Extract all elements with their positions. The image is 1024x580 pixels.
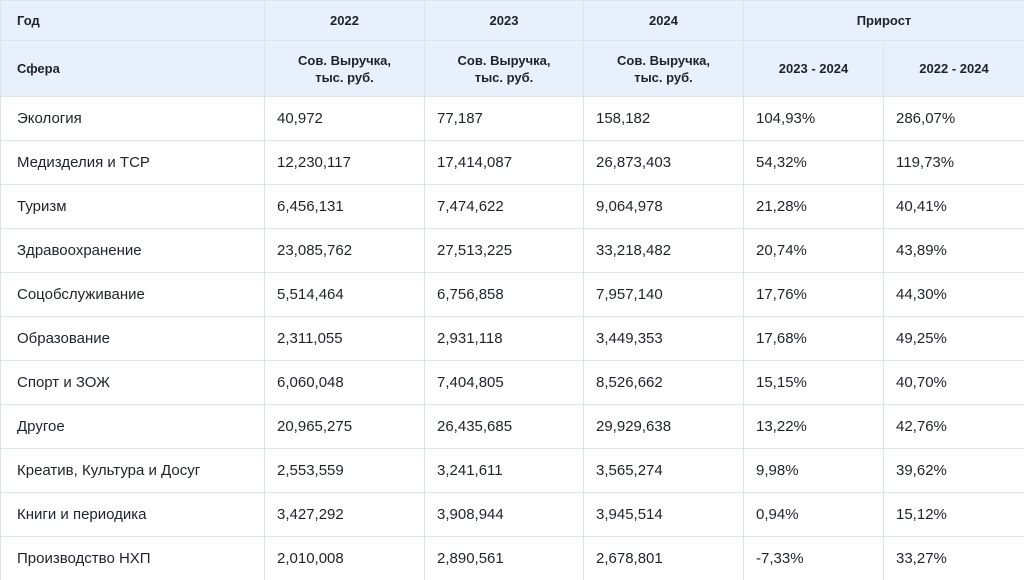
- revenue-2022-cell: 12,230,117: [264, 140, 425, 185]
- growth-2022-2024-cell: 119,73%: [883, 140, 1024, 185]
- revenue-2022-cell: 6,060,048: [264, 360, 425, 405]
- growth-2022-2024-header: 2022 - 2024: [883, 40, 1024, 97]
- revenue-2024-cell: 3,449,353: [583, 316, 744, 361]
- table-row: Экология 40,972 77,187 158,182 104,93% 2…: [0, 96, 1024, 141]
- growth-2023-2024-cell: 0,94%: [743, 492, 884, 537]
- growth-2022-2024-cell: 40,41%: [883, 184, 1024, 229]
- sector-cell: Соцобслуживание: [0, 272, 265, 317]
- sector-cell: Экология: [0, 96, 265, 141]
- growth-2023-2024-cell: 104,93%: [743, 96, 884, 141]
- growth-2022-2024-cell: 286,07%: [883, 96, 1024, 141]
- revenue-header-line2: тыс. руб.: [634, 69, 693, 85]
- revenue-2024-cell: 7,957,140: [583, 272, 744, 317]
- revenue-2023-cell: 2,931,118: [424, 316, 584, 361]
- growth-2022-2024-cell: 39,62%: [883, 448, 1024, 493]
- revenue-header-line1: Сов. Выручка,: [457, 52, 551, 68]
- year-header: Год: [0, 0, 265, 41]
- table-row: Медизделия и ТСР 12,230,117 17,414,087 2…: [0, 140, 1024, 185]
- table-body: Экология 40,972 77,187 158,182 104,93% 2…: [0, 96, 1024, 580]
- sector-cell: Производство НХП: [0, 536, 265, 580]
- year-2024-header: 2024: [583, 0, 744, 41]
- revenue-2023-cell: 7,404,805: [424, 360, 584, 405]
- revenue-2022-cell: 23,085,762: [264, 228, 425, 273]
- revenue-2023-cell: 3,241,611: [424, 448, 584, 493]
- revenue-2023-cell: 6,756,858: [424, 272, 584, 317]
- revenue-2023-cell: 27,513,225: [424, 228, 584, 273]
- growth-2023-2024-cell: 17,76%: [743, 272, 884, 317]
- year-2022-header: 2022: [264, 0, 425, 41]
- revenue-2022-cell: 2,553,559: [264, 448, 425, 493]
- sector-cell: Креатив, Культура и Досуг: [0, 448, 265, 493]
- table-header: Год 2022 2023 2024 Прирост Сфера Сов. Вы…: [0, 0, 1024, 97]
- sector-cell: Здравоохранение: [0, 228, 265, 273]
- revenue-2024-cell: 2,678,801: [583, 536, 744, 580]
- table-row: Здравоохранение 23,085,762 27,513,225 33…: [0, 228, 1024, 273]
- table-row: Производство НХП 2,010,008 2,890,561 2,6…: [0, 536, 1024, 580]
- sector-cell: Образование: [0, 316, 265, 361]
- sector-cell: Медизделия и ТСР: [0, 140, 265, 185]
- growth-2022-2024-cell: 40,70%: [883, 360, 1024, 405]
- sector-header: Сфера: [0, 40, 265, 97]
- growth-2022-2024-cell: 44,30%: [883, 272, 1024, 317]
- sector-cell: Спорт и ЗОЖ: [0, 360, 265, 405]
- revenue-2024-cell: 29,929,638: [583, 404, 744, 449]
- revenue-2024-cell: 9,064,978: [583, 184, 744, 229]
- growth-2023-2024-cell: -7,33%: [743, 536, 884, 580]
- revenue-2024-cell: 158,182: [583, 96, 744, 141]
- growth-2023-2024-cell: 21,28%: [743, 184, 884, 229]
- revenue-header-line2: тыс. руб.: [474, 69, 534, 85]
- revenue-header-2023: Сов. Выручка, тыс. руб.: [424, 40, 584, 97]
- growth-2023-2024-cell: 20,74%: [743, 228, 884, 273]
- table-row: Туризм 6,456,131 7,474,622 9,064,978 21,…: [0, 184, 1024, 229]
- revenue-2022-cell: 2,010,008: [264, 536, 425, 580]
- revenue-2022-cell: 5,514,464: [264, 272, 425, 317]
- growth-2023-2024-header: 2023 - 2024: [743, 40, 884, 97]
- revenue-header-line2: тыс. руб.: [315, 69, 374, 85]
- header-row-years: Год 2022 2023 2024 Прирост: [0, 0, 1024, 41]
- growth-2023-2024-cell: 17,68%: [743, 316, 884, 361]
- revenue-header-2022: Сов. Выручка, тыс. руб.: [264, 40, 425, 97]
- revenue-2023-cell: 26,435,685: [424, 404, 584, 449]
- table-row: Книги и периодика 3,427,292 3,908,944 3,…: [0, 492, 1024, 537]
- growth-2023-2024-cell: 15,15%: [743, 360, 884, 405]
- revenue-2022-cell: 2,311,055: [264, 316, 425, 361]
- revenue-2023-cell: 3,908,944: [424, 492, 584, 537]
- growth-2023-2024-cell: 13,22%: [743, 404, 884, 449]
- growth-2022-2024-cell: 42,76%: [883, 404, 1024, 449]
- sector-cell: Другое: [0, 404, 265, 449]
- revenue-2024-cell: 33,218,482: [583, 228, 744, 273]
- sector-cell: Книги и периодика: [0, 492, 265, 537]
- year-2023-header: 2023: [424, 0, 584, 41]
- revenue-2024-cell: 3,945,514: [583, 492, 744, 537]
- table-row: Креатив, Культура и Досуг 2,553,559 3,24…: [0, 448, 1024, 493]
- revenue-header-line1: Сов. Выручка,: [298, 52, 391, 68]
- growth-header: Прирост: [743, 0, 1024, 41]
- revenue-2024-cell: 26,873,403: [583, 140, 744, 185]
- revenue-2023-cell: 7,474,622: [424, 184, 584, 229]
- growth-2023-2024-cell: 54,32%: [743, 140, 884, 185]
- growth-2022-2024-cell: 15,12%: [883, 492, 1024, 537]
- revenue-2022-cell: 3,427,292: [264, 492, 425, 537]
- revenue-2022-cell: 20,965,275: [264, 404, 425, 449]
- revenue-2022-cell: 40,972: [264, 96, 425, 141]
- revenue-header-2024: Сов. Выручка, тыс. руб.: [583, 40, 744, 97]
- table-row: Соцобслуживание 5,514,464 6,756,858 7,95…: [0, 272, 1024, 317]
- sector-cell: Туризм: [0, 184, 265, 229]
- revenue-2023-cell: 2,890,561: [424, 536, 584, 580]
- table-row: Другое 20,965,275 26,435,685 29,929,638 …: [0, 404, 1024, 449]
- table-row: Образование 2,311,055 2,931,118 3,449,35…: [0, 316, 1024, 361]
- revenue-header-line1: Сов. Выручка,: [617, 52, 710, 68]
- growth-2022-2024-cell: 43,89%: [883, 228, 1024, 273]
- growth-2022-2024-cell: 49,25%: [883, 316, 1024, 361]
- revenue-2022-cell: 6,456,131: [264, 184, 425, 229]
- revenue-2024-cell: 8,526,662: [583, 360, 744, 405]
- growth-2022-2024-cell: 33,27%: [883, 536, 1024, 580]
- revenue-2024-cell: 3,565,274: [583, 448, 744, 493]
- revenue-2023-cell: 17,414,087: [424, 140, 584, 185]
- header-row-metrics: Сфера Сов. Выручка, тыс. руб. Сов. Выруч…: [0, 40, 1024, 97]
- table-row: Спорт и ЗОЖ 6,060,048 7,404,805 8,526,66…: [0, 360, 1024, 405]
- growth-2023-2024-cell: 9,98%: [743, 448, 884, 493]
- revenue-2023-cell: 77,187: [424, 96, 584, 141]
